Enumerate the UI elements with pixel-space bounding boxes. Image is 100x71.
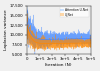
Attention U-Net <box>76 38 78 39</box>
U_Net <box>57 43 58 44</box>
U_Net <box>46 43 47 44</box>
Attention U-Net <box>57 39 58 40</box>
Line: Attention U-Net: Attention U-Net <box>26 19 91 39</box>
U_Net <box>55 43 57 44</box>
Attention U-Net <box>88 38 89 39</box>
X-axis label: Iteration (N): Iteration (N) <box>45 63 72 67</box>
Attention U-Net <box>90 38 91 39</box>
U_Net <box>26 23 27 24</box>
Attention U-Net <box>88 38 89 39</box>
Y-axis label: Laplacian variance: Laplacian variance <box>4 10 8 50</box>
Legend: Attention U-Net, U_Net: Attention U-Net, U_Net <box>60 7 89 17</box>
Attention U-Net <box>26 19 27 20</box>
U_Net <box>29 35 30 36</box>
Attention U-Net <box>29 31 30 32</box>
Attention U-Net <box>55 39 57 40</box>
Attention U-Net <box>45 39 46 40</box>
U_Net <box>76 43 78 44</box>
Line: U_Net: U_Net <box>26 23 91 44</box>
